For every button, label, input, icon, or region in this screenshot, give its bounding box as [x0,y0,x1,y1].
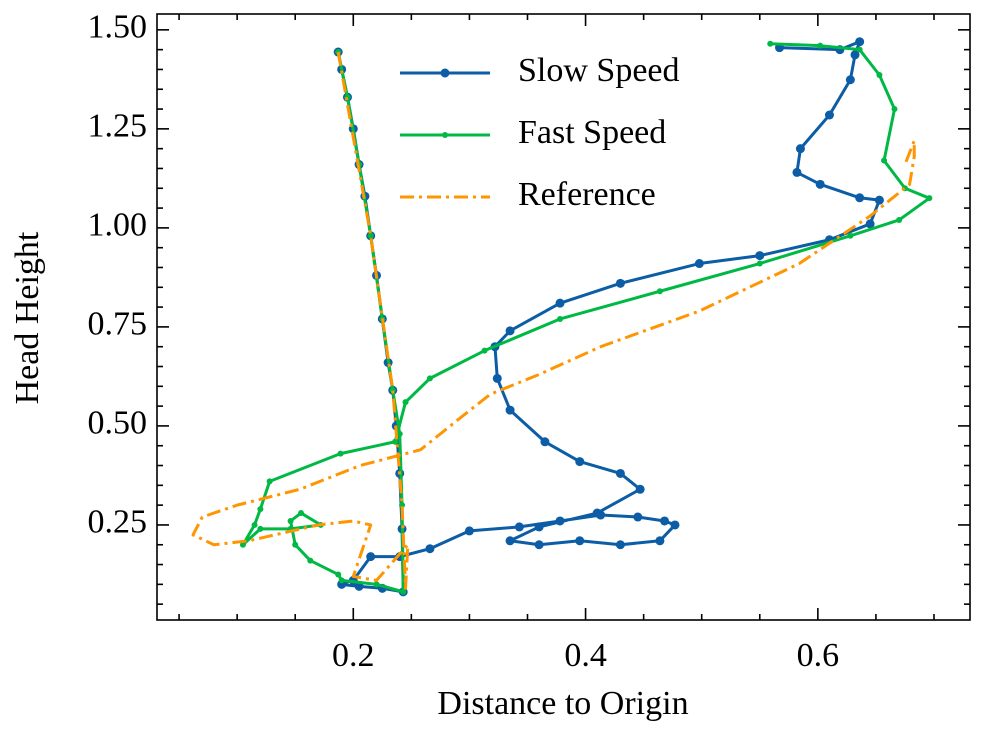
series-marker [815,179,825,189]
series-marker [425,544,435,554]
series-marker [492,373,502,383]
series-marker [298,510,305,517]
x-tick-label: 0.6 [797,637,840,674]
series-marker [540,437,550,447]
series-marker [817,42,824,49]
plot-frame [156,13,971,621]
series-marker [396,430,403,437]
series-marker [257,506,264,513]
series-marker [257,525,264,532]
series-marker [292,541,299,548]
series-marker [287,517,294,524]
series-marker [615,468,625,478]
series-marker [876,71,883,78]
series-marker [575,457,585,467]
series-marker [655,536,665,546]
series-marker [555,298,565,308]
legend-marker [442,132,448,138]
series-marker [505,405,515,415]
series-marker [251,521,258,528]
series-marker [694,259,704,269]
series-marker [534,522,544,532]
series-marker [795,144,805,154]
series-marker [392,438,399,445]
series-marker [660,516,670,526]
series-marker [426,375,433,382]
series-marker [615,278,625,288]
x-axis-label: Distance to Origin [437,685,688,722]
y-axis-label: Head Height [9,231,46,404]
series-marker [338,577,345,584]
series-marker [792,167,802,177]
series-marker [656,288,663,295]
x-tick-label: 0.2 [332,637,375,674]
series-marker [847,232,854,239]
series-marker [592,508,602,518]
series-line [191,51,916,590]
series-marker [514,522,524,532]
y-tick-label: 0.25 [88,504,148,541]
series-marker [670,520,680,530]
series-marker [855,37,865,47]
series-marker [337,450,344,457]
legend-marker [440,68,450,78]
series-marker [850,50,860,60]
series-marker [767,40,774,47]
series-marker [367,232,374,239]
y-tick-label: 0.75 [88,306,148,343]
series-marker [557,315,564,322]
series-marker [366,552,376,562]
series-marker [335,571,342,578]
series-marker [402,399,409,406]
x-tick-label: 0.4 [564,637,607,674]
series-marker [845,75,855,85]
series-marker [464,526,474,536]
series-marker [633,512,643,522]
y-tick-label: 0.50 [88,405,148,442]
series-marker [926,195,933,202]
series-marker [266,478,273,485]
series-marker [239,541,246,548]
legend-label: Fast Speed [518,114,666,151]
legend-label: Reference [518,176,656,213]
series-marker [307,557,314,564]
series-marker [756,260,763,267]
series-marker [824,110,834,120]
series-marker [575,536,585,546]
series-marker [896,216,903,223]
series-marker [505,326,515,336]
series-marker [555,516,565,526]
series-marker [865,219,875,229]
series-marker [856,46,863,53]
series-marker [855,193,865,203]
legend-label: Slow Speed [518,52,680,89]
y-tick-label: 1.00 [88,207,148,244]
series-marker [373,581,380,588]
series-marker [881,157,888,164]
series-marker [755,251,765,261]
series-marker [874,195,884,205]
series-marker [635,484,645,494]
series-marker [615,540,625,550]
series-marker [505,536,515,546]
series-marker [891,106,898,113]
series-marker [481,347,488,354]
y-tick-label: 1.50 [88,9,148,46]
series-marker [400,588,407,595]
series-marker [534,540,544,550]
y-tick-label: 1.25 [88,108,148,145]
